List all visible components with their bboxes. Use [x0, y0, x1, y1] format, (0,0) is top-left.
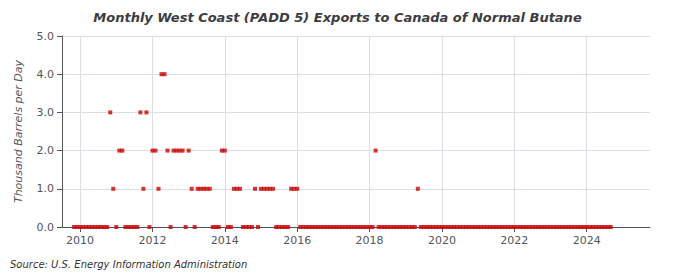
svg-text:4.0: 4.0	[37, 68, 55, 81]
svg-text:2014: 2014	[211, 234, 239, 247]
svg-text:Source: U.S. Energy Informatio: Source: U.S. Energy Information Administ…	[10, 259, 247, 270]
svg-text:2020: 2020	[428, 234, 456, 247]
svg-text:2016: 2016	[283, 234, 311, 247]
svg-text:Thousand Barrels per Day: Thousand Barrels per Day	[12, 59, 25, 203]
svg-text:2.0: 2.0	[37, 144, 55, 157]
svg-text:0.0: 0.0	[37, 221, 55, 234]
svg-text:2022: 2022	[500, 234, 528, 247]
svg-text:2024: 2024	[573, 234, 601, 247]
svg-text:Monthly West Coast (PADD 5) Ex: Monthly West Coast (PADD 5) Exports to C…	[93, 10, 582, 25]
svg-text:2012: 2012	[138, 234, 166, 247]
svg-text:5.0: 5.0	[37, 30, 55, 43]
svg-text:3.0: 3.0	[37, 106, 55, 119]
svg-text:2010: 2010	[66, 234, 94, 247]
svg-text:1.0: 1.0	[37, 182, 55, 195]
svg-text:2018: 2018	[356, 234, 384, 247]
